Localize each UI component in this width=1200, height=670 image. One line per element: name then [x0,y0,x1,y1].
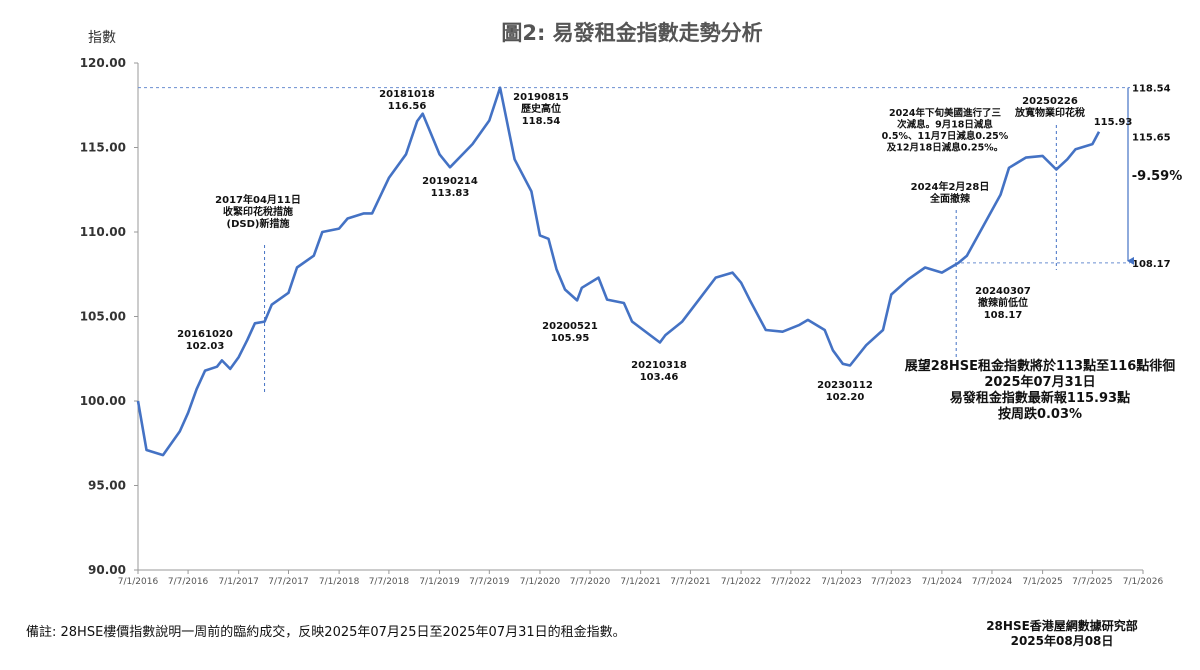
annotation: -9.59% [1132,169,1183,184]
x-tick-label: 7/7/2022 [771,577,811,587]
annotation: 20190214 113.83 [422,176,478,199]
y-axis-label: 指數 [88,30,116,46]
annotation-line: 放寬物業印花稅 [1014,106,1085,119]
annotation: 2024年下旬美國進行了三次減息。9月18日減息 0.5%、11月7日減息0.25… [882,107,1009,154]
source: 28HSE香港屋網數據研究部 [986,618,1138,633]
annotation-line: 20240307 [975,286,1031,297]
annotation: 20240307 撤辣前低位 108.17 [975,286,1031,321]
footnote: 備註: 28HSE樓價指數說明一周前的臨約成交，反映2025年07月25日至20… [26,624,626,640]
annotation-line: 113.83 [431,188,470,199]
annotation: 20190815 歷史高位 118.54 [513,92,569,127]
annotation: 2017年04月11日收緊印花稅措施(DSD)新措施 [215,193,301,230]
annotation-line: 116.56 [388,101,427,112]
annotation-line: 20250226 [1022,96,1078,107]
x-tick-label: 7/1/2020 [520,577,561,587]
x-tick-label: 7/1/2016 [118,577,159,587]
annotation: 20230112 102.20 [817,380,873,403]
x-tick-label: 7/1/2026 [1123,577,1164,587]
data-line [136,86,1101,457]
annotation-line: 103.46 [640,372,679,383]
annotation: 20200521 105.95 [542,321,598,344]
annotation-line: 115.93 [1094,117,1133,128]
annotation-line: 118.54 [522,116,561,127]
annotation: 20161020 102.03 [177,329,233,352]
x-tick-label: 7/7/2017 [268,577,308,587]
annotation: 2024年2月28日全面撤辣 [911,180,990,205]
annotation: 展望28HSE租金指數將於113點至116點徘徊 2025年07月31日易發租金指… [905,358,1176,422]
x-tick-label: 7/7/2023 [871,577,911,587]
annotation-line: 歷史高位 [521,102,561,115]
x-tick-label: 7/7/2024 [972,577,1013,587]
right-label: 115.65 [1132,133,1171,144]
annotation: 20250226 放寬物業印花稅 [1014,96,1085,119]
y-tick-label: 115.00 [80,141,126,155]
annotation: 20210318 103.46 [631,360,687,383]
annotation-line: 102.20 [826,392,865,403]
annotation-line: 20161020 [177,329,233,340]
annotation-line: 2025年07月31日 [984,374,1095,390]
x-tick-label: 7/1/2018 [319,577,360,587]
annotation-line: 20210318 [631,360,687,371]
annotation-line: 102.03 [186,341,225,352]
date: 2025年08月08日 [1011,633,1114,648]
annotation-line: 20190815 [513,92,569,103]
x-tick-label: 7/1/2023 [821,577,861,587]
x-tick-label: 7/7/2016 [168,577,209,587]
right-label: 118.54 [1132,84,1171,95]
x-tick-label: 7/1/2017 [218,577,258,587]
annotation-line: 2024年2月28日 [911,180,990,193]
annotation: 115.93 [1094,117,1133,128]
y-tick-label: 100.00 [80,394,126,408]
x-tick-label: 7/7/2021 [670,577,710,587]
annotation-line: 2017年04月11日 [215,193,301,206]
y-tick-label: 95.00 [88,479,126,493]
annotation-line: 撤辣前低位 [978,296,1028,309]
annotation-line: 全面撤辣 [929,192,971,205]
annotation-line: 按周跌0.03% [998,406,1082,422]
annotation-line: 108.17 [984,310,1023,321]
y-tick-label: 90.00 [88,563,126,577]
x-tick-label: 7/1/2025 [1022,577,1062,587]
annotation-line: 次減息。9月18日減息 [897,119,993,131]
annotation-line: 0.5%、11月7日減息0.25% [882,130,1009,142]
annotation-line: 收緊印花稅措施 [223,205,293,218]
annotation-line: 20230112 [817,380,873,391]
x-tick-label: 7/1/2021 [620,577,660,587]
annotation: 20181018 116.56 [379,89,435,112]
chart-title: 圖2: 易發租金指數走勢分析 [501,21,762,45]
x-tick-label: 7/7/2018 [369,577,410,587]
y-tick-label: 120.00 [80,56,126,70]
annotation-line: (DSD)新措施 [227,217,290,230]
x-tick-label: 7/7/2020 [570,577,611,587]
x-tick-label: 7/1/2019 [419,577,460,587]
annotation-line: 易發租金指數最新報115.93點 [950,390,1130,406]
annotation-line: 20200521 [542,321,598,332]
annotation-line: 20190214 [422,176,478,187]
annotation-line: 105.95 [551,333,590,344]
y-tick-label: 105.00 [80,310,126,324]
y-tick-label: 110.00 [80,225,126,239]
x-tick-label: 7/1/2024 [922,577,963,587]
annotation-line: -9.59% [1132,169,1183,184]
right-label: 108.17 [1132,259,1171,270]
annotation-line: 展望28HSE租金指數將於113點至116點徘徊 [905,358,1176,374]
annotation-line: 2024年下旬美國進行了三 [889,107,1001,119]
x-tick-label: 7/1/2022 [721,577,761,587]
x-tick-label: 7/7/2025 [1072,577,1112,587]
annotation-line: 及12月18日減息0.25%。 [887,142,1003,154]
x-tick-label: 7/7/2019 [469,577,510,587]
annotation-line: 20181018 [379,89,435,100]
